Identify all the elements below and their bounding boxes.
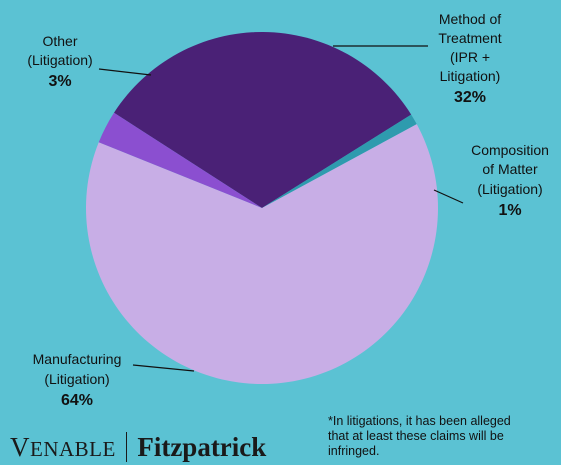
venable-fitzpatrick-logo: VENABLE Fitzpatrick: [10, 430, 266, 464]
pie-slice-other: [98, 112, 262, 208]
logo-venable-initial: V: [10, 431, 30, 462]
pie-slice-composition-of-matter: [262, 114, 417, 208]
leader-lines: [98, 45, 464, 372]
label-method-of-treatment-line1: Method of: [439, 11, 501, 27]
footnote-line3: infringed.: [328, 444, 380, 458]
pct-other: 3%: [48, 73, 71, 90]
slice-labels: Method of Treatment (IPR + Litigation) 3…: [27, 11, 549, 409]
pct-method-of-treatment: 32%: [454, 89, 486, 106]
logo-venable-rest: ENABLE: [30, 436, 116, 461]
pie-slice-method-of-treatment: [113, 32, 412, 209]
label-method-of-treatment-line4: Litigation): [440, 68, 501, 84]
logo-venable: VENABLE: [10, 432, 116, 463]
pie-slice-manufacturing: [85, 124, 438, 385]
label-method-of-treatment-line2: Treatment: [438, 30, 501, 46]
footnote-line1: *In litigations, it has been alleged: [328, 414, 511, 428]
footnote: *In litigations, it has been alleged tha…: [328, 414, 561, 459]
pie-slices: [85, 32, 438, 385]
logo-divider: [125, 432, 128, 462]
label-composition-of-matter-line3: (Litigation): [477, 181, 542, 197]
label-composition-of-matter-line2: of Matter: [482, 161, 538, 177]
label-manufacturing-line2: (Litigation): [44, 371, 109, 387]
footnote-line2: that at least these claims will be: [328, 429, 504, 443]
pct-manufacturing: 64%: [61, 392, 93, 409]
leader-line-manufacturing: [132, 364, 195, 372]
label-other-line1: Other: [42, 33, 77, 49]
label-other-line2: (Litigation): [27, 52, 92, 68]
leader-line-composition-of-matter: [433, 189, 464, 204]
leader-line-other: [98, 68, 152, 76]
label-composition-of-matter-line1: Composition: [471, 142, 549, 158]
label-manufacturing-line1: Manufacturing: [33, 351, 122, 367]
pct-composition-of-matter: 1%: [498, 202, 521, 219]
label-method-of-treatment-line3: (IPR +: [450, 49, 490, 65]
logo-fitzpatrick: Fitzpatrick: [137, 431, 267, 462]
